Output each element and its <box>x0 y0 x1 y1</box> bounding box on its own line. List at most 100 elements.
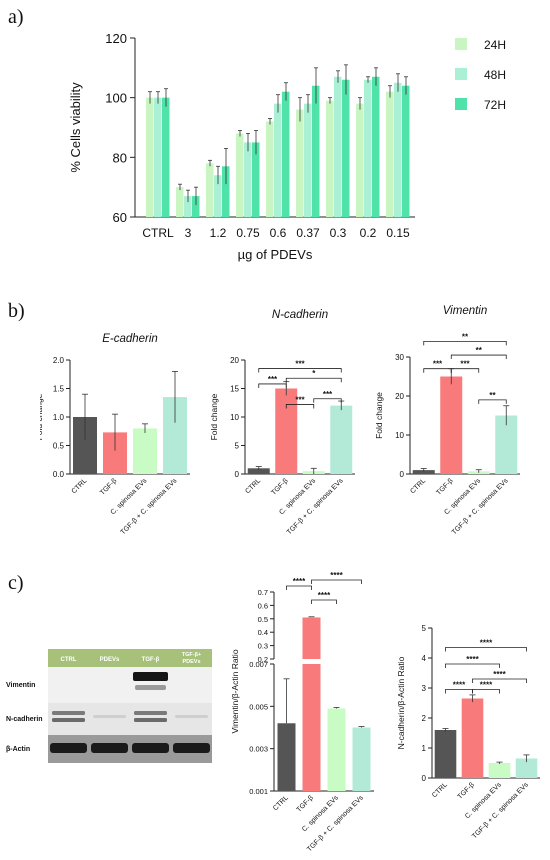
chart-title: Vimentin <box>443 305 488 317</box>
bar <box>461 698 484 778</box>
legend-swatch <box>455 68 467 80</box>
y-tick-label: 2 <box>422 714 427 723</box>
y-tick-label: 10 <box>230 413 239 422</box>
x-tick-label: 1.2 <box>210 226 227 240</box>
x-tick-label: CTRL <box>431 781 449 799</box>
legend-label: 24H <box>484 38 506 52</box>
significance-bracket <box>258 383 287 388</box>
bar <box>252 142 260 217</box>
y-tick-label: 0.3 <box>258 642 268 651</box>
blot-band <box>133 672 168 681</box>
bar <box>222 166 230 217</box>
y-tick-label: 5 <box>235 442 240 451</box>
y-tick-label: 0 <box>422 774 427 783</box>
bar <box>330 405 353 474</box>
significance-bracket <box>478 399 507 404</box>
bar <box>274 103 282 217</box>
blot-column-label: TGF-β <box>142 657 160 663</box>
significance-bracket <box>258 368 342 373</box>
significance-bracket <box>445 647 527 652</box>
bar <box>412 470 435 474</box>
bar <box>146 97 154 217</box>
blot-column-label: CTRL <box>61 657 77 663</box>
blot-row-label: β-Actin <box>6 746 30 753</box>
y-tick-label: 3 <box>422 684 427 693</box>
y-tick-label: 0.0 <box>53 470 65 479</box>
y-axis-title: Fold change <box>209 393 219 440</box>
y-axis-title: % Cells viability <box>68 82 83 173</box>
significance-label: * <box>312 369 316 378</box>
x-tick-label: 0.6 <box>270 226 287 240</box>
legend-label: 48H <box>484 68 506 82</box>
y-tick-label: 80 <box>113 150 127 165</box>
significance-bracket <box>285 404 315 409</box>
significance-label: ** <box>462 332 469 341</box>
bar <box>206 163 214 217</box>
blot-column-label: PDEVs <box>182 659 200 665</box>
bar <box>266 121 274 217</box>
x-tick-label: TGF-β + C. spinosa EVs <box>120 477 179 536</box>
bar <box>327 708 346 791</box>
y-tick-label: 0.5 <box>258 615 268 624</box>
x-tick-label: CTRL <box>142 226 174 240</box>
x-tick-label: TGF-β <box>99 477 118 496</box>
y-tick-label: 1.0 <box>53 413 65 422</box>
x-tick-label: TGF-β + C. spinosa EVs <box>286 477 345 536</box>
significance-label: **** <box>293 577 306 586</box>
significance-label: **** <box>466 655 479 664</box>
significance-bracket <box>450 368 480 373</box>
bar <box>312 85 320 217</box>
bar <box>488 763 511 778</box>
bar <box>154 97 162 217</box>
y-tick-label: 2.0 <box>53 356 65 365</box>
y-tick-label: 30 <box>395 353 404 362</box>
y-tick-label: 60 <box>113 210 127 225</box>
y-axis-title: Fold change <box>374 392 384 439</box>
y-axis-title: Vimentin/β-Actin Ratio <box>230 649 240 733</box>
x-tick-label: TGF-β <box>270 477 289 496</box>
blot-band <box>135 685 166 690</box>
x-tick-label: 0.3 <box>330 226 347 240</box>
blot-strip-vimentin <box>48 667 212 703</box>
significance-label: **** <box>318 591 331 600</box>
bar <box>192 196 200 217</box>
blot-band <box>52 718 85 722</box>
legend-swatch <box>455 38 467 50</box>
y-tick-label: 120 <box>105 31 127 46</box>
bar <box>440 376 463 474</box>
significance-bracket <box>445 689 473 694</box>
bar <box>176 187 184 217</box>
x-axis-title: µg of PDEVs <box>238 247 313 262</box>
significance-label: *** <box>295 360 305 369</box>
bar <box>495 415 518 474</box>
bar <box>236 133 244 217</box>
y-tick-label: 0.7 <box>258 588 268 597</box>
significance-label: **** <box>493 670 506 679</box>
y-tick-label: 0.001 <box>249 787 268 796</box>
significance-label: *** <box>268 375 278 384</box>
significance-bracket <box>472 689 500 694</box>
bar <box>244 142 252 217</box>
significance-bracket <box>423 341 507 346</box>
significance-label: **** <box>480 681 493 690</box>
blot-column-label: TGF-β+ <box>182 652 201 658</box>
bar <box>515 758 538 778</box>
y-tick-label: 100 <box>105 91 127 106</box>
western-blot-image: CTRL PDEVs TGF-βTGF-β+PDEVsVimentinN-cadhe… <box>6 649 212 763</box>
y-tick-label: 0.005 <box>249 702 268 711</box>
x-tick-label: TGF-β + C. spinosa EVs <box>451 477 510 536</box>
legend-label: 72H <box>484 98 506 112</box>
significance-label: ** <box>489 391 496 400</box>
bar <box>352 727 371 791</box>
x-tick-label: 3 <box>185 226 192 240</box>
y-tick-label: 0.5 <box>53 442 65 451</box>
y-axis-title: N-cadherin/β-Actin Ratio <box>396 656 406 749</box>
y-axis-title: Fold change <box>40 393 44 440</box>
y-tick-label: 10 <box>395 431 404 440</box>
legend-swatch <box>455 98 467 110</box>
blot-band <box>134 711 167 715</box>
bar <box>342 79 350 217</box>
y-tick-label: 4 <box>422 654 427 663</box>
panel-label-c: c) <box>8 572 24 594</box>
significance-label: **** <box>453 681 466 690</box>
